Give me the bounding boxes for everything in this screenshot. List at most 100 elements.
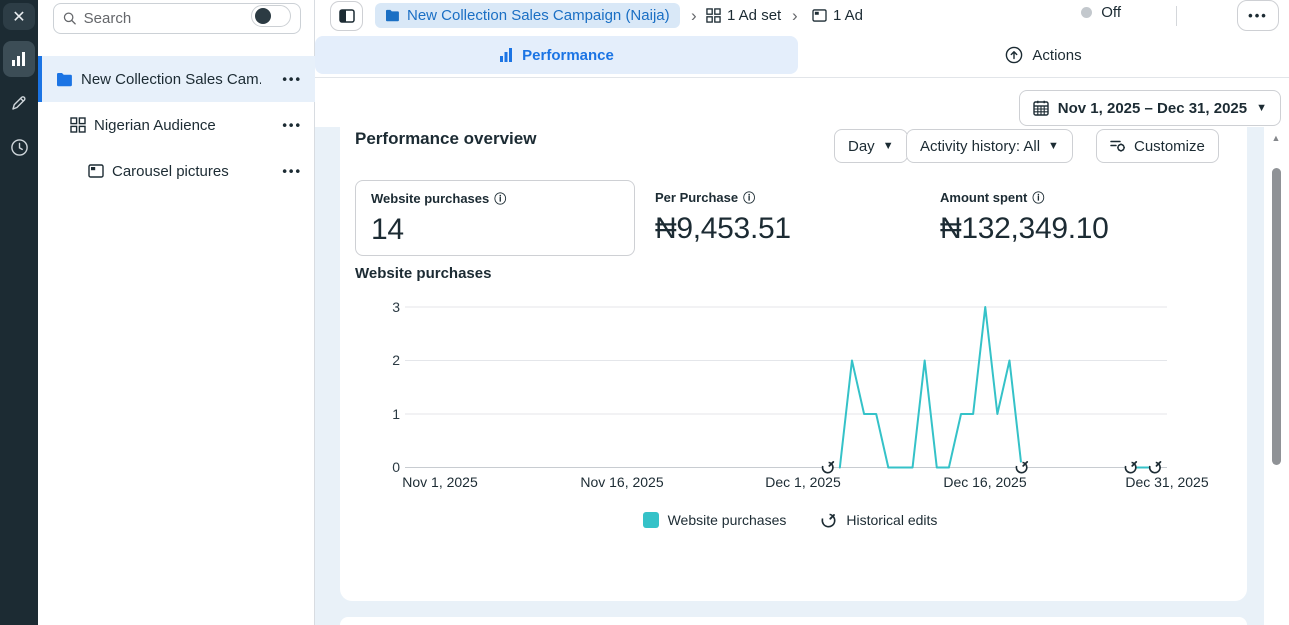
status-group: Off	[1081, 4, 1121, 21]
settings-sliders-icon	[1110, 140, 1125, 152]
performance-overview-card	[340, 127, 1247, 601]
more-options-icon: •••	[1248, 8, 1268, 23]
metric-label: Per Purchase	[655, 190, 739, 205]
search-input[interactable]	[83, 10, 291, 27]
tree-item-campaign[interactable]: New Collection Sales Cam... •••	[38, 56, 315, 102]
tree-item-label: Nigerian Audience	[94, 116, 216, 134]
x-axis-tick: Nov 1, 2025	[402, 474, 478, 490]
metric-website-purchases[interactable]: Website purchases ⓘ 14	[355, 180, 635, 256]
rail-item-history[interactable]	[0, 135, 38, 159]
content-area: ▲	[315, 127, 1289, 625]
caret-down-icon: ▼	[1256, 102, 1267, 114]
breadcrumb-bar: New Collection Sales Campaign (Naija) › …	[251, 0, 1289, 31]
pencil-icon	[12, 96, 26, 110]
chart-legend: Website purchases Historical edits	[395, 508, 1185, 532]
toggle-knob	[255, 8, 271, 24]
breakdown-day-label: Day	[848, 137, 875, 155]
rail-item-analytics[interactable]	[3, 41, 35, 77]
ad-icon	[812, 9, 827, 22]
tree-item-ad[interactable]: Carousel pictures •••	[38, 148, 315, 194]
ad-set-icon	[706, 8, 721, 23]
tab-performance[interactable]: Performance	[315, 36, 798, 74]
more-options-button[interactable]: •••	[1237, 0, 1279, 31]
date-row: Nov 1, 2025 – Dec 31, 2025 ▼	[315, 78, 1289, 127]
search-icon	[63, 12, 76, 25]
ad-icon	[88, 164, 104, 178]
historical-edits-icon	[821, 513, 836, 527]
breadcrumb-ad-label: 1 Ad	[833, 7, 864, 24]
breadcrumb-campaign[interactable]: New Collection Sales Campaign (Naija)	[375, 3, 680, 28]
y-axis-tick: 1	[392, 406, 400, 422]
bar-chart-icon	[12, 52, 25, 66]
panel-toggle-icon	[338, 9, 355, 23]
status-dot-icon	[1081, 7, 1093, 18]
collapse-panel-button[interactable]	[330, 1, 363, 31]
legend-item-website-purchases: Website purchases	[642, 512, 787, 528]
chart-title: Website purchases	[355, 265, 492, 282]
activity-history-button[interactable]: Activity history: All ▼	[906, 129, 1073, 163]
website-purchases-line-chart	[405, 306, 1167, 474]
divider	[1176, 6, 1177, 26]
ad-set-icon	[70, 117, 86, 133]
activity-history-label: Activity history: All	[920, 137, 1041, 155]
breakdown-day-button[interactable]: Day ▼	[834, 129, 908, 163]
folder-icon	[386, 9, 399, 22]
more-options-icon[interactable]: •••	[282, 117, 302, 133]
y-axis-tick: 2	[392, 352, 400, 368]
arrow-up-circle-icon	[1006, 46, 1023, 64]
customize-label: Customize	[1134, 137, 1205, 155]
metric-label: Amount spent	[940, 190, 1028, 205]
scrollbar-thumb[interactable]	[1272, 168, 1281, 465]
caret-down-icon: ▼	[882, 140, 894, 152]
folder-icon	[57, 72, 72, 86]
x-axis-tick: Nov 16, 2025	[580, 474, 664, 490]
info-icon[interactable]: ⓘ	[1032, 190, 1045, 205]
breadcrumb-ad[interactable]: 1 Ad	[812, 7, 863, 24]
bar-chart-icon	[500, 48, 513, 62]
info-icon[interactable]: ⓘ	[743, 190, 756, 205]
metric-value: ₦9,453.51	[655, 212, 791, 245]
metric-value: 14	[371, 213, 404, 246]
y-axis-tick: 0	[392, 459, 400, 475]
metric-amount-spent[interactable]: Amount spent ⓘ ₦132,349.10	[940, 190, 1109, 246]
close-button[interactable]: ✕	[3, 3, 35, 30]
status-label: Off	[1101, 4, 1121, 21]
more-options-icon[interactable]: •••	[282, 163, 302, 179]
breadcrumb-adset-label: 1 Ad set	[727, 7, 782, 24]
breadcrumb-campaign-label: New Collection Sales Campaign (Naija)	[407, 7, 670, 24]
legend-item-historical-edits: Historical edits	[820, 512, 937, 529]
more-options-icon[interactable]: •••	[282, 71, 302, 87]
section-title-performance-overview: Performance overview	[355, 129, 537, 148]
legend-label: Website purchases	[667, 512, 787, 528]
scrollbar-up-arrow[interactable]: ▲	[1271, 133, 1281, 143]
clock-icon	[10, 138, 28, 156]
app-rail: ✕	[0, 0, 38, 625]
breadcrumb-adset[interactable]: 1 Ad set	[706, 7, 781, 24]
caret-down-icon: ▼	[1048, 140, 1059, 152]
tab-actions-label: Actions	[1032, 46, 1082, 64]
tabs-row: Performance Actions	[315, 31, 1289, 78]
customize-button[interactable]: Customize	[1096, 129, 1219, 163]
info-icon[interactable]: ⓘ	[494, 191, 507, 206]
tree-item-adset[interactable]: Nigerian Audience •••	[38, 102, 315, 148]
tab-actions[interactable]: Actions	[798, 36, 1289, 74]
chevron-right-icon: ›	[691, 6, 697, 25]
next-section-card	[340, 617, 1247, 625]
date-range-button[interactable]: Nov 1, 2025 – Dec 31, 2025 ▼	[1018, 90, 1281, 126]
rail-item-edit[interactable]	[0, 91, 38, 115]
x-axis-tick: Dec 31, 2025	[1125, 474, 1209, 490]
metric-per-purchase[interactable]: Per Purchase ⓘ ₦9,453.51	[655, 190, 791, 246]
ad-status-toggle[interactable]	[251, 5, 291, 27]
tree-item-label: New Collection Sales Cam...	[81, 70, 261, 88]
metric-value: ₦132,349.10	[940, 212, 1109, 245]
legend-swatch-teal	[642, 512, 659, 528]
y-axis-tick: 3	[392, 299, 400, 315]
chevron-right-icon: ›	[792, 6, 798, 25]
calendar-icon	[1033, 100, 1049, 116]
legend-label: Historical edits	[846, 512, 938, 528]
close-icon: ✕	[12, 8, 26, 26]
tab-performance-label: Performance	[522, 46, 614, 64]
campaign-tree-panel: New Collection Sales Cam... ••• Nigerian…	[38, 0, 315, 625]
metric-label: Website purchases	[371, 191, 490, 206]
